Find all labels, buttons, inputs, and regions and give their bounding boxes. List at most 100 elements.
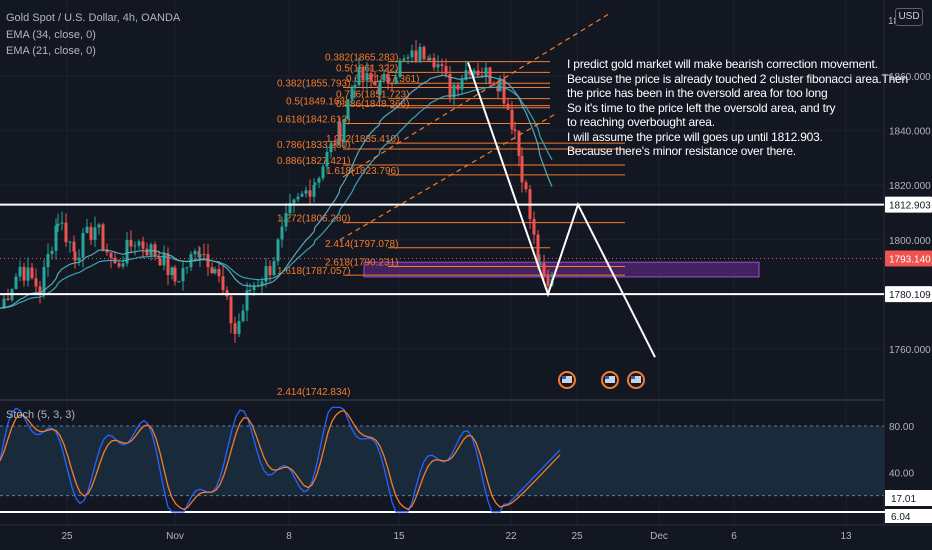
candle-body bbox=[484, 67, 488, 77]
stochastic-pane bbox=[0, 406, 932, 513]
time-tick-label: 13 bbox=[840, 531, 852, 542]
ema34-legend: EMA (34, close, 0) bbox=[6, 29, 96, 41]
candle-body bbox=[252, 285, 256, 291]
price-tick-label: 1860.000 bbox=[889, 72, 931, 83]
candle-body bbox=[85, 226, 89, 233]
candle-body bbox=[129, 240, 133, 247]
candle-body bbox=[157, 256, 161, 259]
candle-body bbox=[492, 83, 496, 86]
note-line: Because the price is already touched 2 c… bbox=[567, 71, 909, 86]
candle-body bbox=[233, 323, 237, 334]
fib-level-label: 1.272(1806.280) bbox=[277, 214, 350, 225]
candle-body bbox=[398, 60, 402, 77]
trend-channel bbox=[339, 12, 611, 241]
fib-level-label: 0.886(1827.421) bbox=[277, 156, 350, 167]
candle-body bbox=[97, 224, 101, 228]
flag-canton-icon bbox=[562, 376, 566, 379]
projection-path bbox=[467, 62, 656, 358]
candle-body bbox=[308, 190, 312, 197]
fib-level-label: 0.786(1833.280) bbox=[277, 140, 350, 151]
candle-body bbox=[185, 267, 189, 269]
candle-body bbox=[166, 253, 170, 275]
fib-level-label: 0.786(1851.723) bbox=[336, 90, 409, 101]
note-line: I predict gold market will make bearish … bbox=[567, 57, 878, 71]
candle-body bbox=[54, 225, 58, 251]
flag-canton-icon bbox=[605, 376, 609, 379]
price-label-text: 1793.140 bbox=[889, 255, 931, 266]
candle-body bbox=[213, 269, 217, 274]
candle-body bbox=[517, 131, 521, 156]
candle-body bbox=[422, 46, 426, 60]
candle-body bbox=[353, 84, 357, 89]
candle-body bbox=[313, 182, 317, 185]
candle-body bbox=[30, 267, 34, 279]
flag-stripes-icon bbox=[631, 376, 641, 383]
candle-body bbox=[414, 50, 418, 63]
candle-body bbox=[81, 232, 85, 258]
candle-body bbox=[121, 263, 125, 267]
candle-body bbox=[452, 84, 456, 98]
candle-body bbox=[264, 266, 268, 282]
candle-body bbox=[428, 57, 432, 60]
candle-body bbox=[109, 252, 113, 258]
flag-canton-icon bbox=[631, 376, 635, 379]
candles bbox=[2, 40, 554, 343]
candle-body bbox=[378, 80, 382, 95]
candle-body bbox=[56, 223, 60, 226]
candle-body bbox=[406, 57, 410, 59]
event-icons bbox=[558, 371, 645, 389]
fib-level-label: 0.618(1842.613) bbox=[277, 114, 350, 125]
candle-body bbox=[513, 129, 517, 132]
fib-level-label: 2.414(1742.834) bbox=[277, 387, 350, 398]
candle-body bbox=[77, 257, 81, 261]
time-tick-label: Nov bbox=[166, 531, 184, 542]
candle-body bbox=[373, 81, 377, 86]
channel-lower bbox=[339, 113, 556, 241]
channel-upper bbox=[342, 12, 611, 178]
candle-body bbox=[125, 240, 129, 264]
time-tick-label: 8 bbox=[286, 531, 292, 542]
candle-body bbox=[329, 143, 333, 153]
candle-body bbox=[317, 178, 321, 183]
candle-body bbox=[173, 267, 177, 282]
fib-level-label: 0.382(1855.793) bbox=[277, 78, 350, 89]
candle-body bbox=[217, 269, 221, 277]
candle-body bbox=[361, 67, 365, 81]
price-label-box bbox=[885, 250, 932, 267]
candle-body bbox=[472, 70, 476, 75]
candle-body bbox=[346, 99, 350, 120]
candle-body bbox=[2, 298, 6, 309]
candle-body bbox=[137, 241, 141, 246]
time-tick-label: Dec bbox=[650, 531, 668, 542]
candle-body bbox=[524, 182, 528, 190]
ema34-line bbox=[0, 86, 553, 309]
candle-body bbox=[101, 224, 105, 250]
candle-body bbox=[464, 70, 468, 80]
candle-body bbox=[284, 213, 288, 227]
candle-body bbox=[153, 244, 157, 257]
candle-body bbox=[170, 267, 174, 275]
candle-body bbox=[436, 64, 440, 68]
candle-body bbox=[38, 286, 42, 294]
fib-level-label: 1.618(1823.796) bbox=[326, 166, 399, 177]
candle-body bbox=[488, 67, 492, 84]
candle-body bbox=[386, 73, 390, 84]
candle-body bbox=[382, 73, 386, 81]
fib-level-label: 1.272(1835.410) bbox=[326, 134, 399, 145]
candle-body bbox=[365, 73, 369, 81]
candle-body bbox=[22, 266, 26, 281]
stoch-d-value: 6.04 bbox=[891, 512, 911, 523]
price-tick-label: 18 bbox=[888, 16, 900, 27]
candle-body bbox=[42, 267, 46, 294]
time-tick-label: 25 bbox=[61, 531, 73, 542]
candle-body bbox=[46, 253, 50, 268]
candle-body bbox=[418, 46, 422, 63]
candle-body bbox=[496, 85, 500, 92]
currency-button[interactable]: USD bbox=[895, 8, 923, 26]
candle-body bbox=[350, 88, 354, 100]
candle-body bbox=[288, 203, 292, 214]
fib-level-label: 1.618(1787.057) bbox=[277, 266, 350, 277]
time-axis: 25 Nov 8 15 22 25 Dec 6 13 bbox=[0, 524, 932, 550]
candle-body bbox=[338, 122, 342, 142]
